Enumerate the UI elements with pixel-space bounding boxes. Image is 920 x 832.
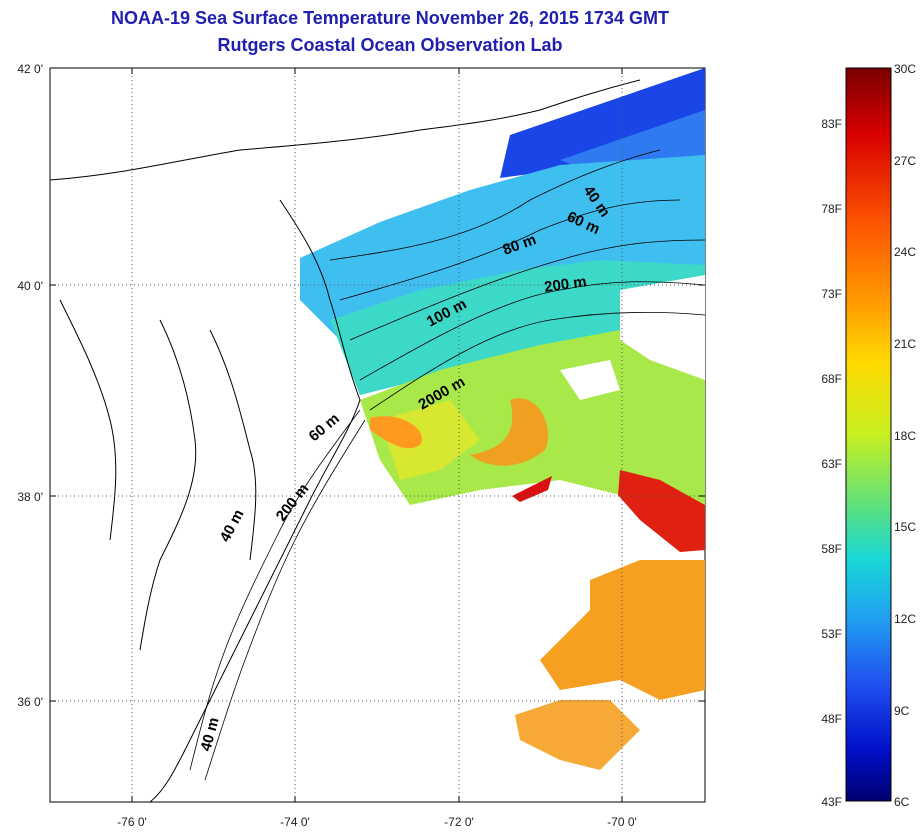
lon-tick-label: -74 0' (280, 815, 310, 829)
temperature-colorbar (845, 67, 892, 802)
sst-warm-filament-1 (370, 416, 422, 449)
map-title: NOAA-19 Sea Surface Temperature November… (111, 8, 669, 28)
sst-cold-band (500, 68, 705, 178)
lat-tick-label: 42 0' (17, 62, 43, 76)
lat-tick-label: 38 0' (17, 490, 43, 504)
fahrenheit-label: 58F (821, 542, 842, 556)
fahrenheit-label: 53F (821, 627, 842, 641)
lat-tick-label: 36 0' (17, 695, 43, 709)
fahrenheit-label: 83F (821, 117, 842, 131)
frame-ticks (50, 68, 705, 802)
contour-60m (339, 199, 681, 301)
celsius-label: 12C (894, 612, 916, 626)
inland-river (59, 299, 117, 541)
celsius-label: 30C (894, 62, 916, 76)
longitude-axis: -76 0' -74 0' -72 0' -70 0' (117, 815, 637, 829)
celsius-label: 9C (894, 704, 910, 718)
sst-slope-water (330, 260, 705, 395)
contour-2000m (369, 311, 705, 411)
celsius-label: 27C (894, 154, 916, 168)
sst-warm-filament-2 (470, 398, 549, 466)
contour-40m (329, 149, 661, 261)
atlantic-coastline (149, 199, 361, 802)
sst-southeast-water (540, 560, 705, 700)
sst-warm-patch (380, 400, 480, 480)
contour-label: 200 m (543, 273, 587, 296)
lon-tick-label: -70 0' (607, 815, 637, 829)
lat-tick-label: 40 0' (17, 279, 43, 293)
sst-south-water (515, 700, 640, 770)
sst-data-layer (300, 68, 705, 770)
latitude-axis: 42 0' 40 0' 38 0' 36 0' (17, 62, 43, 709)
celsius-label: 6C (894, 795, 910, 809)
contour-200m (359, 281, 705, 381)
chesapeake-bay-shore (139, 319, 197, 651)
cloud-gap-2 (560, 360, 620, 400)
delmarva-shore (209, 329, 257, 561)
lon-tick-label: -76 0' (117, 815, 147, 829)
fahrenheit-label: 48F (821, 712, 842, 726)
celsius-label: 18C (894, 429, 916, 443)
fahrenheit-label: 63F (821, 457, 842, 471)
cloud-gap-1 (620, 275, 705, 380)
bathymetry-contours (189, 149, 705, 781)
contour-south-40m (189, 409, 361, 771)
celsius-label: 21C (894, 337, 916, 351)
celsius-label: 15C (894, 520, 916, 534)
fahrenheit-label: 78F (821, 202, 842, 216)
fahrenheit-label: 73F (821, 287, 842, 301)
map-subtitle: Rutgers Coastal Ocean Observation Lab (217, 35, 563, 55)
contour-south-200m (204, 419, 366, 781)
northeast-coastline (50, 79, 641, 181)
celsius-label: 24C (894, 245, 916, 259)
colorbar-fahrenheit-labels: 83F 78F 73F 68F 63F 58F 53F 48F 43F (821, 117, 842, 809)
fahrenheit-label: 43F (821, 795, 842, 809)
fahrenheit-label: 68F (821, 372, 842, 386)
contour-80m (349, 239, 705, 341)
sst-gulf-stream (618, 470, 705, 552)
coastline-layer (50, 79, 641, 802)
lon-tick-label: -72 0' (444, 815, 474, 829)
colorbar-celsius-labels: 30C 27C 24C 21C 18C 15C 12C 9C 6C (894, 62, 916, 809)
